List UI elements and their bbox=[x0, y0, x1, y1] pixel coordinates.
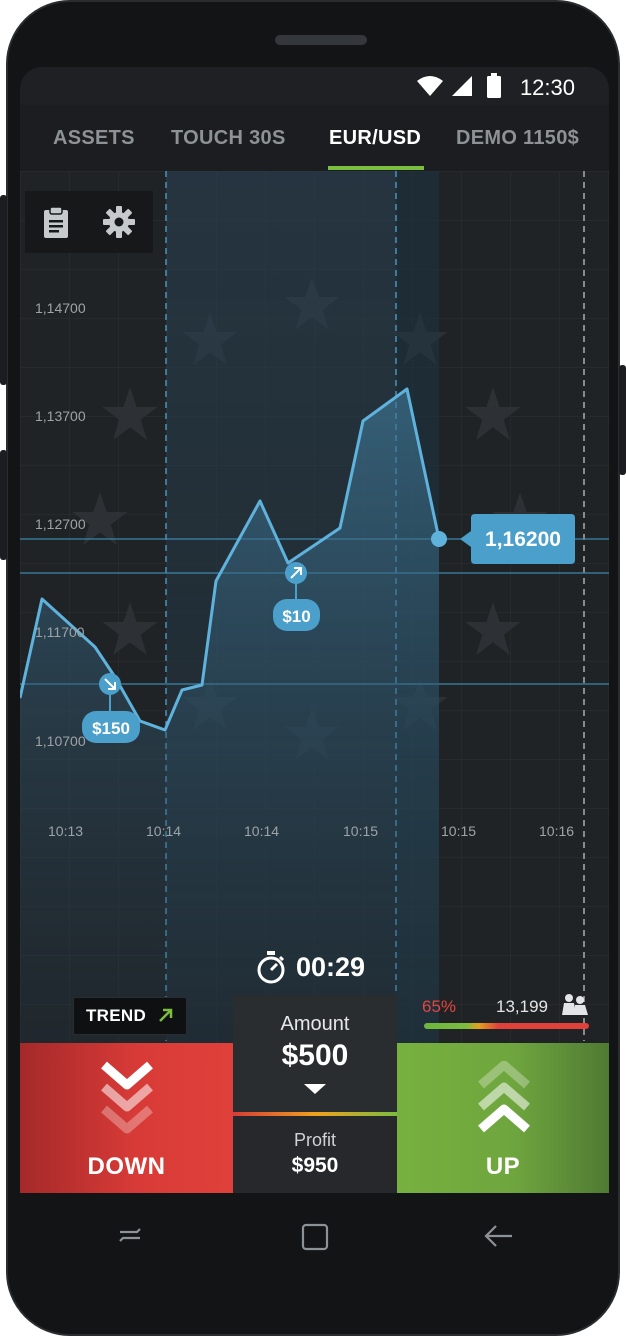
y-label-1: 1,14700 bbox=[35, 300, 86, 316]
profit-value: $950 bbox=[291, 1154, 339, 1177]
x-label-5: 10:15 bbox=[441, 823, 476, 839]
app-screen: 12:30 ASSETS TOUCH 30S EUR/USD DEMO 1150… bbox=[20, 67, 609, 1279]
tab-eur-usd[interactable]: EUR/USD bbox=[329, 127, 422, 149]
traders-sentiment: 65% 13,199 bbox=[422, 994, 592, 1037]
wifi-icon bbox=[417, 76, 443, 96]
stopwatch-icon bbox=[257, 951, 285, 984]
amount-selector[interactable]: Amount $500 bbox=[233, 995, 397, 1113]
signal-icon bbox=[452, 76, 472, 96]
bixby-button bbox=[0, 450, 7, 560]
trade-up-amount: $10 bbox=[282, 607, 310, 626]
y-label-4: 1,11700 bbox=[35, 624, 85, 640]
trade-marker-up[interactable]: $10 bbox=[273, 562, 320, 631]
tab-touch-30s[interactable]: TOUCH 30S bbox=[171, 127, 286, 149]
arrow-down-right-icon bbox=[104, 678, 116, 690]
price-area bbox=[20, 389, 439, 1111]
trade-controls: DOWN Amount $500 Profit $950 UP bbox=[20, 995, 609, 1193]
power-button bbox=[619, 365, 626, 475]
current-price-tag: 1,16200 bbox=[460, 514, 575, 564]
tab-assets[interactable]: ASSETS bbox=[53, 127, 135, 149]
chart-toolbox bbox=[25, 191, 153, 253]
battery-icon bbox=[487, 73, 501, 98]
trade-marker-down[interactable]: $150 bbox=[82, 673, 140, 743]
trend-label: TREND bbox=[86, 1006, 147, 1025]
active-tab-indicator bbox=[328, 166, 424, 170]
trend-badge[interactable]: TREND bbox=[73, 997, 187, 1035]
status-bar: 12:30 bbox=[20, 67, 609, 105]
traders-count: 13,199 bbox=[496, 997, 548, 1016]
gear-icon[interactable] bbox=[102, 205, 136, 239]
amount-label: Amount bbox=[280, 1013, 350, 1035]
x-label-1: 10:13 bbox=[48, 823, 83, 839]
arrow-up-right-icon bbox=[159, 1008, 173, 1022]
amount-value: $500 bbox=[281, 1039, 349, 1072]
profit-label: Profit bbox=[293, 1130, 336, 1150]
down-label: DOWN bbox=[87, 1153, 166, 1180]
trade-down-amount: $150 bbox=[92, 719, 130, 738]
back-icon[interactable] bbox=[484, 1223, 514, 1249]
price-chart[interactable]: 1,14700 1,13700 1,12700 1,11700 1,10700 … bbox=[20, 171, 609, 1111]
sentiment-bar bbox=[424, 1023, 589, 1029]
x-label-6: 10:16 bbox=[539, 823, 574, 839]
profit-panel: Profit $950 bbox=[233, 1116, 397, 1193]
amount-risk-bar bbox=[233, 1112, 397, 1116]
y-label-2: 1,13700 bbox=[35, 408, 86, 424]
chevrons-down-icon bbox=[101, 1061, 153, 1134]
users-icon bbox=[562, 994, 588, 1015]
timer-value: 00:29 bbox=[296, 952, 366, 982]
top-tabs: ASSETS TOUCH 30S EUR/USD DEMO 1150$ bbox=[20, 105, 609, 171]
x-label-2: 10:14 bbox=[146, 823, 181, 839]
phone-speaker bbox=[275, 35, 367, 45]
system-nav-bar bbox=[20, 1193, 609, 1279]
up-button[interactable]: UP bbox=[397, 1043, 609, 1193]
recents-icon[interactable] bbox=[117, 1223, 143, 1249]
expiry-timer: 00:29 bbox=[256, 949, 386, 987]
triangle-down-icon bbox=[304, 1084, 326, 1094]
status-clock: 12:30 bbox=[519, 75, 575, 100]
y-label-3: 1,12700 bbox=[35, 516, 86, 532]
up-label: UP bbox=[485, 1153, 521, 1180]
volume-rocker bbox=[0, 195, 7, 385]
x-label-4: 10:15 bbox=[343, 823, 378, 839]
chart-svg: 1,14700 1,13700 1,12700 1,11700 1,10700 … bbox=[20, 171, 609, 1111]
home-icon[interactable] bbox=[301, 1223, 329, 1251]
down-button[interactable]: DOWN bbox=[20, 1043, 233, 1193]
x-label-3: 10:14 bbox=[244, 823, 279, 839]
current-price-value: 1,16200 bbox=[485, 528, 561, 551]
arrow-up-right-icon bbox=[290, 567, 302, 579]
chevrons-up-icon bbox=[478, 1061, 530, 1133]
price-line bbox=[20, 387, 441, 732]
sentiment-percent: 65% bbox=[422, 997, 457, 1016]
y-label-5: 1,10700 bbox=[35, 733, 86, 749]
clipboard-icon[interactable] bbox=[39, 205, 73, 239]
current-price-dot bbox=[431, 531, 447, 547]
tab-demo-balance[interactable]: DEMO 1150$ bbox=[456, 127, 580, 149]
